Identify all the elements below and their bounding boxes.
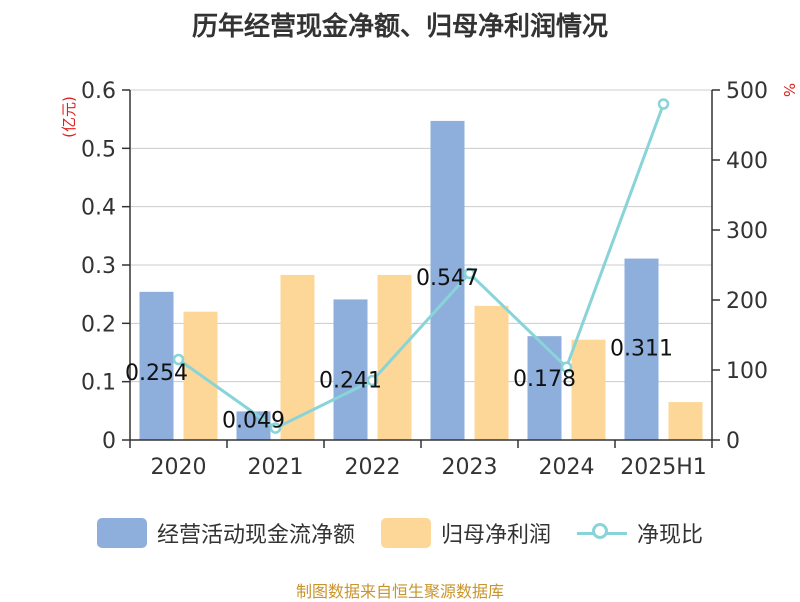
data-label-cashflow: 0.311: [610, 337, 673, 362]
y-left-tick-label: 0.2: [81, 312, 116, 337]
data-label-cashflow: 0.178: [513, 367, 576, 392]
ratio-point: [560, 361, 573, 373]
y-left-tick-label: 0.1: [81, 371, 116, 396]
axes: 0 0.1 0.2 0.3 0.4 0.5 0.6 0 100 200 300 400 500 (亿元)%…: [60, 79, 798, 480]
source-note: 制图数据来自恒生聚源数据库: [295, 582, 504, 601]
y-left-axis-label: (亿元): [60, 96, 78, 138]
y-right-tick-label: 400: [726, 149, 768, 174]
x-tick-label: 2022: [345, 455, 401, 480]
legend-item-ratio[interactable]: 净现比: [577, 517, 703, 549]
data-labels: 0.254 0.049 0.241 0.547 0.178 0.311: [125, 266, 673, 434]
legend-swatch-ratio: [577, 518, 627, 548]
x-tick-label: 2024: [539, 455, 595, 480]
x-tick-label: 2023: [442, 455, 498, 480]
ratio-point: [172, 353, 185, 366]
legend-item-net-profit[interactable]: 归母净利润: [380, 517, 551, 549]
x-tick-label: 2025H1: [620, 455, 707, 480]
y-right-tick-label: 300: [726, 219, 768, 244]
legend: 经营活动现金流净额 归母净利润 净现比: [0, 517, 800, 549]
x-tick-label: 2020: [151, 455, 207, 480]
x-tick-label: 2021: [248, 455, 304, 480]
ratio-point: [269, 422, 282, 434]
bar-cashflow: [624, 258, 659, 440]
ratio-point: [463, 267, 476, 280]
legend-swatch-cashflow: [96, 518, 147, 548]
data-label-cashflow: 0.241: [319, 368, 382, 393]
y-right-tick-label: 500: [726, 79, 768, 104]
bar-cashflow: [333, 299, 368, 440]
y-right-tick-label: 200: [726, 289, 768, 314]
bar-cashflow: [430, 120, 465, 441]
grid-lines: [130, 89, 712, 383]
data-label-cashflow: 0.254: [125, 361, 188, 386]
ratio-line: [177, 103, 665, 430]
bar-net-profit: [280, 274, 315, 440]
legend-label-net-profit: 归母净利润: [440, 523, 551, 548]
y-left-tick-label: 0.5: [81, 137, 116, 162]
bar-series: [139, 120, 703, 441]
y-left-tick-label: 0.6: [81, 79, 116, 104]
bar-cashflow: [527, 336, 562, 440]
y-left-tick-label: 0.4: [81, 196, 116, 221]
bar-cashflow: [139, 291, 174, 440]
ratio-point: [366, 374, 379, 387]
legend-label-cashflow: 经营活动现金流净额: [156, 523, 355, 548]
legend-swatch-net-profit: [380, 518, 431, 548]
data-label-cashflow: 0.547: [416, 266, 479, 291]
y-left-tick-label: 0: [102, 429, 116, 454]
y-left-tick-label: 0.3: [81, 254, 116, 279]
bar-cashflow: [236, 411, 271, 440]
bar-net-profit: [474, 305, 509, 440]
ratio-point: [657, 98, 670, 110]
legend-label-ratio: 净现比: [637, 523, 704, 548]
y-right-tick-label: 0: [726, 429, 740, 454]
line-series: [172, 98, 670, 434]
bar-net-profit: [571, 339, 606, 440]
chart-title: 历年经营现金净额、归母净利润情况: [191, 12, 608, 42]
y-right-axis-label: %: [780, 83, 798, 97]
data-label-cashflow: 0.049: [222, 408, 285, 433]
legend-item-cashflow[interactable]: 经营活动现金流净额: [96, 517, 355, 549]
y-right-tick-label: 100: [726, 359, 768, 384]
bar-net-profit: [668, 402, 703, 440]
